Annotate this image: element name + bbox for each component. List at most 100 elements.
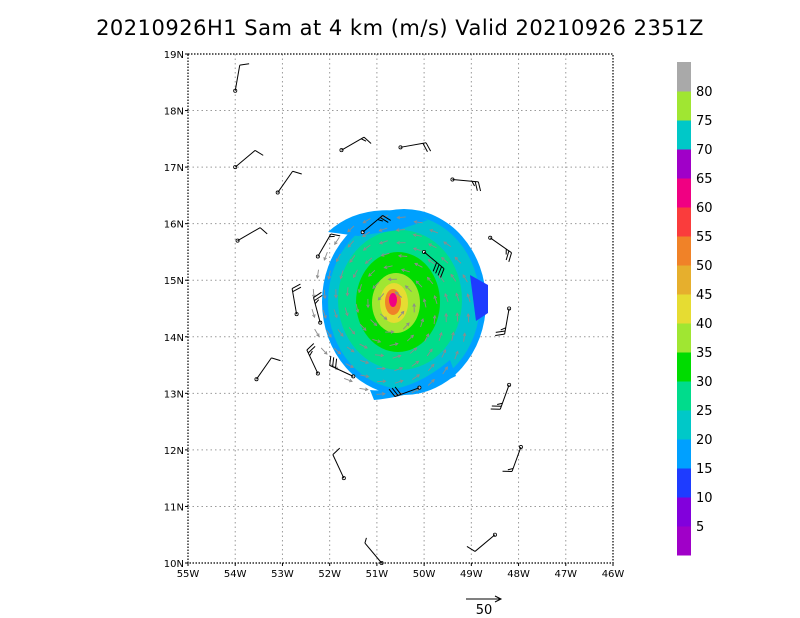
wind-vector-head xyxy=(382,366,386,371)
wind-vector xyxy=(323,251,328,261)
wind-vector xyxy=(346,346,355,353)
colorbar-label: 55 xyxy=(696,230,713,245)
wind-vector-head xyxy=(365,374,370,378)
wind-vector xyxy=(360,374,369,378)
wind-vector-head xyxy=(390,330,395,334)
colorbar-swatch xyxy=(677,323,691,353)
wind-vector xyxy=(411,388,420,394)
wind-vector-head xyxy=(373,322,378,327)
wind-barb xyxy=(388,385,422,398)
wind-vector-head xyxy=(364,387,369,392)
barb-staff xyxy=(400,142,427,148)
wind-vector xyxy=(442,366,448,375)
wind-vector xyxy=(333,309,338,318)
wind-vector xyxy=(420,318,424,328)
wind-barb xyxy=(315,233,341,259)
wind-vector-head xyxy=(455,350,459,355)
wind-vector-head xyxy=(433,294,437,299)
wind-vector-head xyxy=(336,258,340,263)
wind-vector-head xyxy=(364,345,368,349)
barb-feather xyxy=(437,266,443,276)
wind-vector xyxy=(413,247,422,252)
wind-vector xyxy=(462,274,468,283)
barb-feather xyxy=(363,136,372,144)
wind-vector xyxy=(394,367,403,372)
wind-vector xyxy=(363,244,371,251)
wind-vector-head xyxy=(442,349,447,353)
lat-tick-label: 11N xyxy=(164,502,184,513)
dropsonde-wind-barbs xyxy=(233,63,523,566)
barb-feather xyxy=(335,358,338,369)
wind-vector-head xyxy=(365,360,370,364)
wind-barb xyxy=(360,215,391,235)
wind-vector xyxy=(376,393,385,395)
wind-vector-head xyxy=(355,309,360,314)
wind-barb xyxy=(398,142,432,152)
barb-feather xyxy=(497,402,503,406)
wind-vector-head xyxy=(455,312,460,317)
barb-staff xyxy=(277,170,294,193)
wind-vector xyxy=(347,225,355,233)
wind-vector-head xyxy=(427,259,432,263)
lon-tick-label: 53W xyxy=(271,569,294,580)
wind-vector xyxy=(380,313,388,320)
barb-staff xyxy=(511,446,522,472)
wind-vector xyxy=(346,287,349,296)
plot-border xyxy=(187,53,614,564)
wind-barb xyxy=(233,149,264,170)
latitude-axis: 10N 11N 12N 13N 14N 15N 16N 17N 18N 19N xyxy=(164,50,188,570)
wind-vector xyxy=(415,280,423,288)
wind-vector xyxy=(426,348,433,357)
barb-feather xyxy=(382,215,391,221)
wind-vector-head xyxy=(328,333,332,338)
wind-vector xyxy=(384,265,393,269)
barb-staff xyxy=(332,454,345,479)
wind-vector xyxy=(467,294,471,303)
wind-vector-head xyxy=(466,313,471,317)
wind-vector-head xyxy=(415,360,420,365)
barb-feather xyxy=(466,546,476,552)
wind-vector xyxy=(414,263,423,268)
colorbar-label: 75 xyxy=(696,114,713,129)
wind-vector-head xyxy=(323,351,328,355)
colorbar-swatch xyxy=(677,294,691,324)
barb-feather xyxy=(508,252,512,262)
wind-vector xyxy=(428,259,436,265)
barb-feather xyxy=(360,138,367,142)
wind-vector-head xyxy=(444,312,448,317)
wind-vector-head xyxy=(353,274,357,279)
wind-vector xyxy=(378,293,385,301)
barb-feather xyxy=(507,468,514,471)
wind-vector-head xyxy=(415,280,420,285)
wind-vector-head xyxy=(351,330,356,335)
wind-vector xyxy=(467,313,470,323)
lat-tick-label: 13N xyxy=(164,389,184,400)
wind-barb xyxy=(275,170,302,195)
barb-staff xyxy=(234,150,256,168)
wind-vector xyxy=(328,270,331,279)
colorbar-label: 30 xyxy=(696,375,713,390)
wind-vector xyxy=(359,388,368,391)
wind-vector xyxy=(438,274,445,283)
barb-feather xyxy=(291,283,301,289)
wind-vector xyxy=(433,315,436,325)
wind-vector xyxy=(344,307,349,316)
wind-vector-head xyxy=(394,291,399,295)
wind-vector-head xyxy=(377,339,382,343)
wind-vector-head xyxy=(426,276,431,281)
wind-barb xyxy=(313,291,323,325)
wind-vector-head xyxy=(410,334,415,339)
wind-vector-head xyxy=(462,274,466,278)
barb-staff xyxy=(306,349,319,374)
lon-tick-label: 49W xyxy=(460,569,483,580)
lat-tick-label: 10N xyxy=(164,559,184,570)
barb-staff xyxy=(237,227,261,242)
colorbar-swatch xyxy=(677,410,691,440)
wind-vector-head xyxy=(416,374,421,378)
wind-vector-head xyxy=(345,312,349,317)
barb-feather xyxy=(495,330,506,333)
wind-vector xyxy=(392,355,401,359)
wind-vector xyxy=(355,303,359,313)
wind-vector-head xyxy=(413,347,418,352)
wind-vector-head xyxy=(347,228,351,233)
